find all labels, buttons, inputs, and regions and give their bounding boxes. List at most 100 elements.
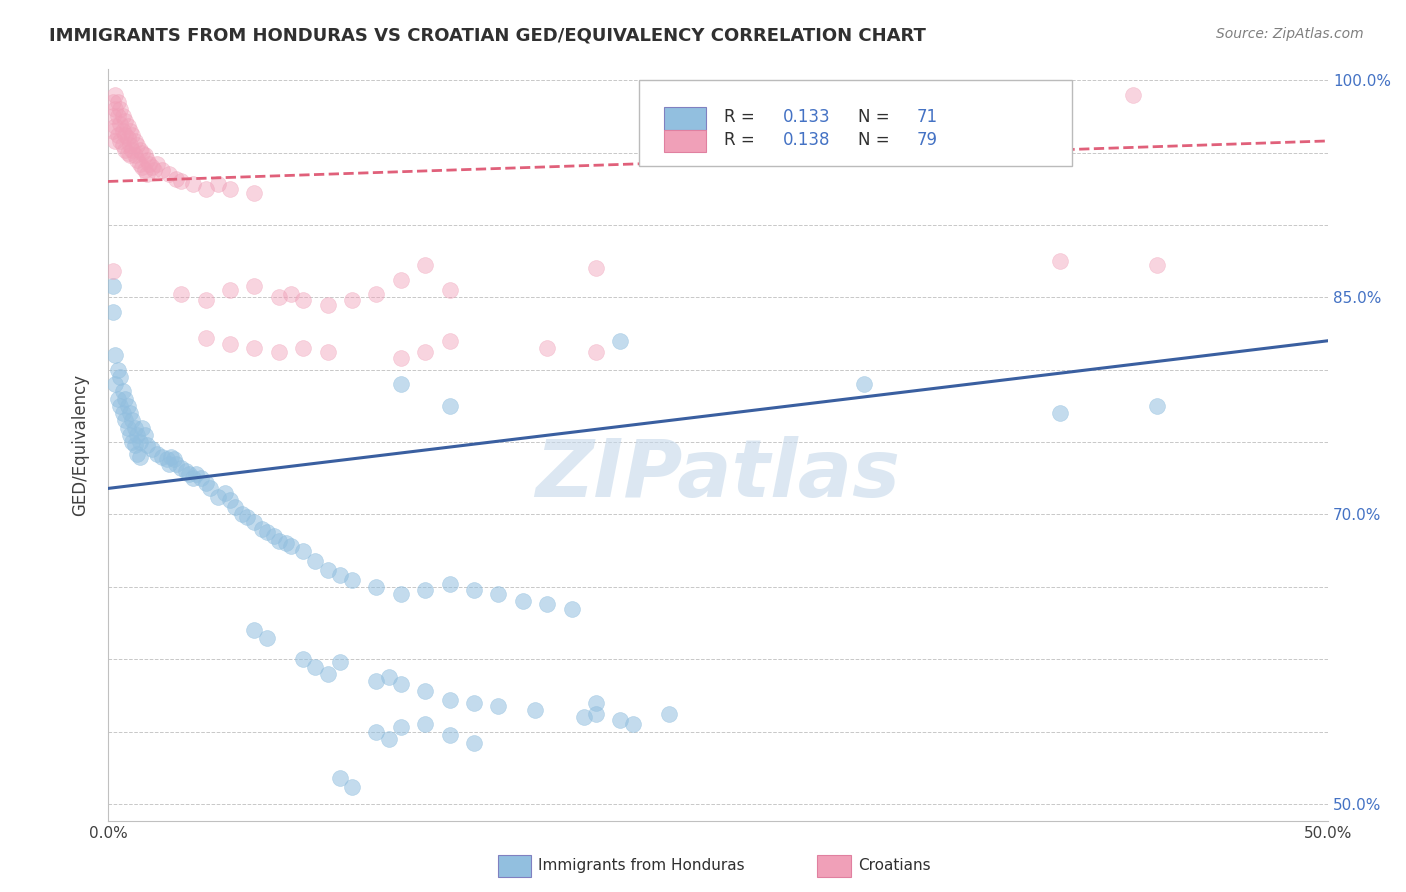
Point [114, 113, 136, 128]
Point [200, 482, 222, 496]
Text: R =: R = [724, 131, 761, 149]
Point [214, 485, 236, 500]
Point [304, 554, 326, 568]
Text: 71: 71 [917, 109, 938, 127]
Y-axis label: GED/Equivalency: GED/Equivalency [72, 374, 89, 516]
Point [101, 124, 124, 138]
Point [111, 109, 134, 123]
Text: Source: ZipAtlas.com: Source: ZipAtlas.com [1216, 27, 1364, 41]
Point [108, 399, 131, 413]
Point [488, 587, 510, 601]
Point [101, 305, 124, 319]
Point [366, 724, 388, 739]
Point [194, 182, 217, 196]
Point [117, 120, 139, 134]
Point [134, 428, 156, 442]
Point [121, 143, 143, 157]
Point [243, 624, 266, 638]
Text: N =: N = [859, 109, 896, 127]
Point [219, 283, 242, 297]
Point [190, 471, 212, 485]
Point [1122, 87, 1144, 102]
Point [236, 510, 259, 524]
Point [377, 731, 399, 746]
Point [111, 138, 134, 153]
Point [267, 290, 290, 304]
Point [177, 467, 200, 481]
Point [157, 457, 180, 471]
Point [117, 399, 139, 413]
Point [1049, 406, 1071, 420]
Point [463, 696, 485, 710]
Point [439, 283, 461, 297]
Point [329, 771, 352, 785]
Point [389, 351, 412, 365]
Point [389, 720, 412, 734]
Point [1049, 254, 1071, 268]
Point [413, 582, 436, 597]
Point [280, 539, 302, 553]
Point [170, 174, 193, 188]
Point [104, 120, 127, 134]
Point [117, 420, 139, 434]
Point [131, 145, 153, 160]
Point [118, 148, 141, 162]
Point [104, 377, 127, 392]
Point [107, 128, 129, 142]
Point [219, 493, 242, 508]
Point [976, 95, 998, 109]
Point [243, 341, 266, 355]
Point [104, 134, 127, 148]
Point [292, 543, 315, 558]
Point [621, 717, 644, 731]
Point [340, 573, 363, 587]
Point [127, 428, 149, 442]
Point [111, 406, 134, 420]
Point [124, 134, 146, 148]
Point [163, 452, 186, 467]
Point [561, 601, 583, 615]
Point [138, 157, 160, 171]
Point [389, 587, 412, 601]
Point [276, 536, 298, 550]
Point [439, 399, 461, 413]
Point [512, 594, 534, 608]
Point [231, 508, 253, 522]
Point [118, 428, 141, 442]
Point [155, 452, 177, 467]
Point [329, 655, 352, 669]
Point [136, 167, 159, 181]
Point [439, 693, 461, 707]
Point [170, 461, 193, 475]
Text: Croatians: Croatians [858, 858, 931, 872]
Point [1146, 259, 1168, 273]
Point [366, 287, 388, 301]
Point [292, 652, 315, 666]
Point [219, 336, 242, 351]
Point [853, 377, 876, 392]
Point [101, 264, 124, 278]
Point [389, 677, 412, 691]
Point [609, 334, 631, 348]
Point [304, 659, 326, 673]
Point [165, 457, 187, 471]
Point [127, 153, 149, 167]
Point [536, 597, 558, 611]
Point [101, 95, 124, 109]
Text: IMMIGRANTS FROM HONDURAS VS CROATIAN GED/EQUIVALENCY CORRELATION CHART: IMMIGRANTS FROM HONDURAS VS CROATIAN GED… [49, 27, 927, 45]
FancyBboxPatch shape [638, 79, 1071, 167]
Point [170, 287, 193, 301]
Point [243, 278, 266, 293]
Point [121, 435, 143, 450]
Point [131, 420, 153, 434]
Point [114, 392, 136, 406]
Point [194, 475, 217, 490]
Point [136, 153, 159, 167]
Point [585, 696, 607, 710]
Point [150, 450, 173, 464]
Point [340, 293, 363, 308]
Point [107, 392, 129, 406]
Point [157, 167, 180, 181]
Point [107, 95, 129, 109]
Text: 79: 79 [917, 131, 938, 149]
